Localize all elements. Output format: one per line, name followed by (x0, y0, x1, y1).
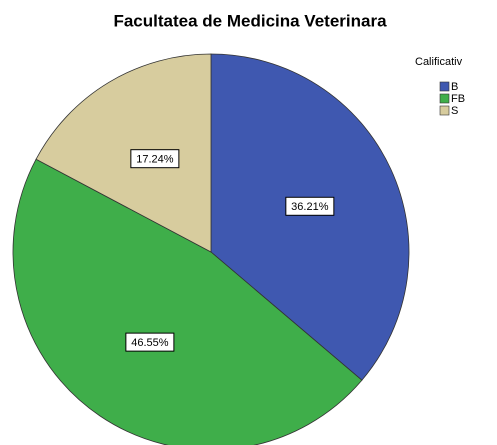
legend-title: Calificativ (415, 56, 463, 68)
label-box (285, 196, 335, 216)
legend-label: S (451, 105, 458, 117)
value-label: 36.21% (291, 201, 329, 213)
pie-slice (35, 53, 212, 253)
pie-slice (12, 158, 363, 445)
value-label: 17.24% (136, 154, 174, 166)
legend-label: FB (451, 93, 465, 105)
chart-title: Facultatea de Medicina Veterinara (113, 11, 387, 30)
label-box (130, 149, 180, 169)
pie-slice (210, 53, 410, 381)
value-label: 46.55% (131, 337, 169, 349)
legend-swatch (439, 81, 450, 92)
legend-label: B (451, 81, 458, 93)
legend-swatch (439, 105, 450, 116)
label-box (125, 332, 175, 352)
legend-swatch (439, 93, 450, 104)
